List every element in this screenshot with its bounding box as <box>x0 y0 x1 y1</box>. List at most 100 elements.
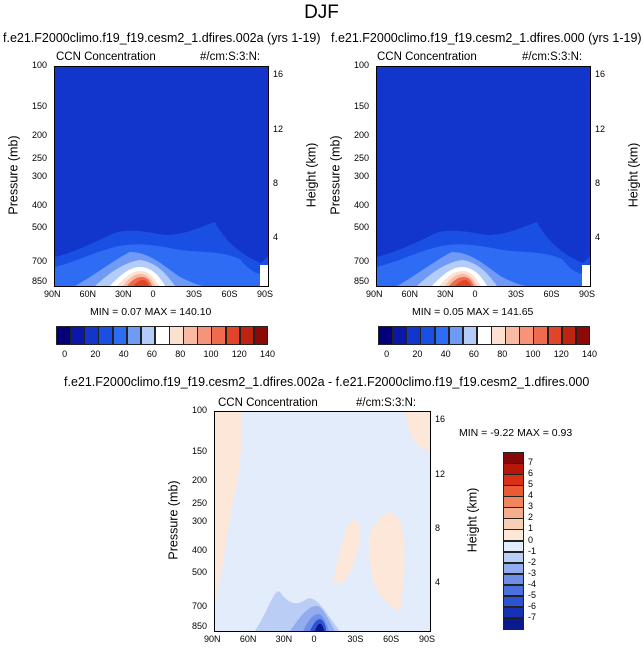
right-colorbar-box <box>561 326 577 345</box>
left-ticks-y-tick: 200 <box>32 129 48 140</box>
diff-colorbar-label: 3 <box>528 501 534 512</box>
left-colorbar-box <box>225 326 241 345</box>
right-ticks-y2-tick: 16 <box>595 69 606 80</box>
left-ticks-x-tick: 0 <box>150 289 156 299</box>
left-colorbar-label: 60 <box>146 349 157 359</box>
left-colorbar-box <box>253 326 269 345</box>
left-colorbar-box <box>98 326 114 345</box>
right-ticks-y-tick: 200 <box>354 129 370 140</box>
right-units-label: #/cm:S:3:N: <box>522 51 583 63</box>
left-ticks-x-tick: 30N <box>115 289 132 299</box>
diff-colorbar-box <box>503 507 524 519</box>
right-plot-area <box>376 66 591 287</box>
diff-variable-label: CCN Concentration <box>218 397 318 409</box>
diff-colorbar-box <box>503 496 524 508</box>
left-colorbar-label: 100 <box>203 349 219 359</box>
diff-ticks-x-tick: 60N <box>239 634 257 644</box>
left-ticks-x-tick: 60S <box>221 289 238 299</box>
diff-y2-axis-label: Height (km) <box>465 487 480 553</box>
left-ticks-y-tick: 250 <box>32 152 48 163</box>
left-colorbar-label: 140 <box>260 349 276 359</box>
right-colorbar-label: 100 <box>525 349 541 359</box>
diff-min-max: MIN = -9.22 MAX = 0.93 <box>459 427 573 439</box>
diff-colorbar-box <box>503 551 524 564</box>
right-colorbar-box <box>519 326 534 345</box>
right-ticks-y2-tick: 4 <box>595 231 601 242</box>
diff-colorbar-box <box>503 562 524 575</box>
diff-ticks-y-tick: 500 <box>192 567 208 578</box>
diff-colorbar-label: 7 <box>528 457 534 468</box>
right-colorbar-box <box>420 326 436 345</box>
right-colorbar-label: 40 <box>440 349 451 359</box>
diff-ticks-x-tick: 60S <box>383 634 400 644</box>
left-band-9 <box>133 280 149 286</box>
right-colorbar-box <box>462 326 478 345</box>
page-title: DJF <box>304 2 339 23</box>
left-colorbar-box <box>70 326 85 345</box>
right-colorbar-label: 0 <box>384 349 390 359</box>
left-colorbar-label: 20 <box>90 349 101 359</box>
diff-colorbar-box <box>503 617 524 630</box>
diff-negative-band-5 <box>315 623 324 631</box>
right-colorbar-label: 140 <box>582 349 598 359</box>
right-band-9 <box>455 280 471 286</box>
right-ticks-y-tick: 700 <box>354 256 370 267</box>
right-ticks-x-tick: 60S <box>543 289 560 299</box>
diff-colorbar-box <box>503 595 524 608</box>
diff-colorbar-label: 0 <box>528 534 534 545</box>
diff-colorbar-label: 6 <box>528 468 534 479</box>
right-min-max: MIN = 0.05 MAX = 141.65 <box>412 306 534 318</box>
diff-colorbar-label: -4 <box>528 578 537 589</box>
diff-colorbar-label: 1 <box>528 523 534 534</box>
diff-units-label: #/cm:S:3:N: <box>356 397 417 409</box>
diff-ticks-y2-tick: 4 <box>435 576 441 587</box>
right-colorbar-box <box>406 326 421 345</box>
right-ticks-y-tick: 300 <box>354 170 370 181</box>
left-plot-area <box>54 66 269 287</box>
left-colorbar-box <box>183 326 198 345</box>
left-ticks-y-tick: 300 <box>32 170 48 181</box>
left-ticks-y-tick: 700 <box>32 256 48 267</box>
left-colorbar-box <box>140 326 156 345</box>
diff-contour-field <box>215 412 430 631</box>
left-colorbar-box <box>197 326 212 345</box>
diff-colorbar-box <box>503 584 524 597</box>
diff-positive-region-1 <box>215 412 242 602</box>
right-ticks-x-tick: 90N <box>366 289 383 299</box>
diff-colorbar-label: -5 <box>528 589 537 600</box>
left-colorbar-label: 80 <box>175 349 186 359</box>
diff-ticks-x-tick: 30S <box>347 634 364 644</box>
left-colorbar-box <box>169 326 184 345</box>
right-colorbar-label: 20 <box>412 349 423 359</box>
diff-ticks-x-tick: 90N <box>204 634 221 644</box>
left-colorbar-box <box>239 326 255 345</box>
left-ticks-y2-tick: 8 <box>273 177 279 188</box>
left-colorbar-label: 120 <box>231 349 247 359</box>
diff-colorbar-label: 4 <box>528 490 534 501</box>
right-colorbar-box <box>533 326 549 345</box>
right-colorbar-box <box>547 326 563 345</box>
left-y-axis-label: Pressure (mb) <box>6 135 21 215</box>
left-units-label: #/cm:S:3:N: <box>200 51 261 63</box>
right-y-axis-label: Pressure (mb) <box>328 135 343 215</box>
diff-ticks-y-tick: 100 <box>192 405 208 415</box>
right-colorbar-label: 60 <box>468 349 479 359</box>
right-colorbar-box <box>448 326 464 345</box>
diff-ticks-y-tick: 700 <box>192 601 208 612</box>
diff-colorbar-box <box>503 606 524 619</box>
right-colorbar-box <box>575 326 591 345</box>
left-contour-field <box>55 67 268 286</box>
left-colorbar-box <box>126 326 142 345</box>
diff-ticks-x-tick: 30N <box>275 634 293 644</box>
left-ticks-x-tick: 30S <box>186 289 203 299</box>
left-ticks-y-tick: 850 <box>32 276 48 287</box>
left-ticks-y-tick: 500 <box>32 222 48 233</box>
diff-plot-area <box>214 411 431 632</box>
diff-ticks-y-tick: 200 <box>192 474 208 485</box>
right-colorbar-box <box>476 326 492 345</box>
right-ticks-y-tick: 250 <box>354 152 370 163</box>
diff-panel-title: f.e21.F2000climo.f19_f19.cesm2_1.dfires.… <box>64 375 590 389</box>
diff-ticks-y-tick: 250 <box>192 497 208 508</box>
diff-ticks-y2-tick: 8 <box>435 522 441 533</box>
left-ticks-x-tick: 60N <box>79 289 97 299</box>
